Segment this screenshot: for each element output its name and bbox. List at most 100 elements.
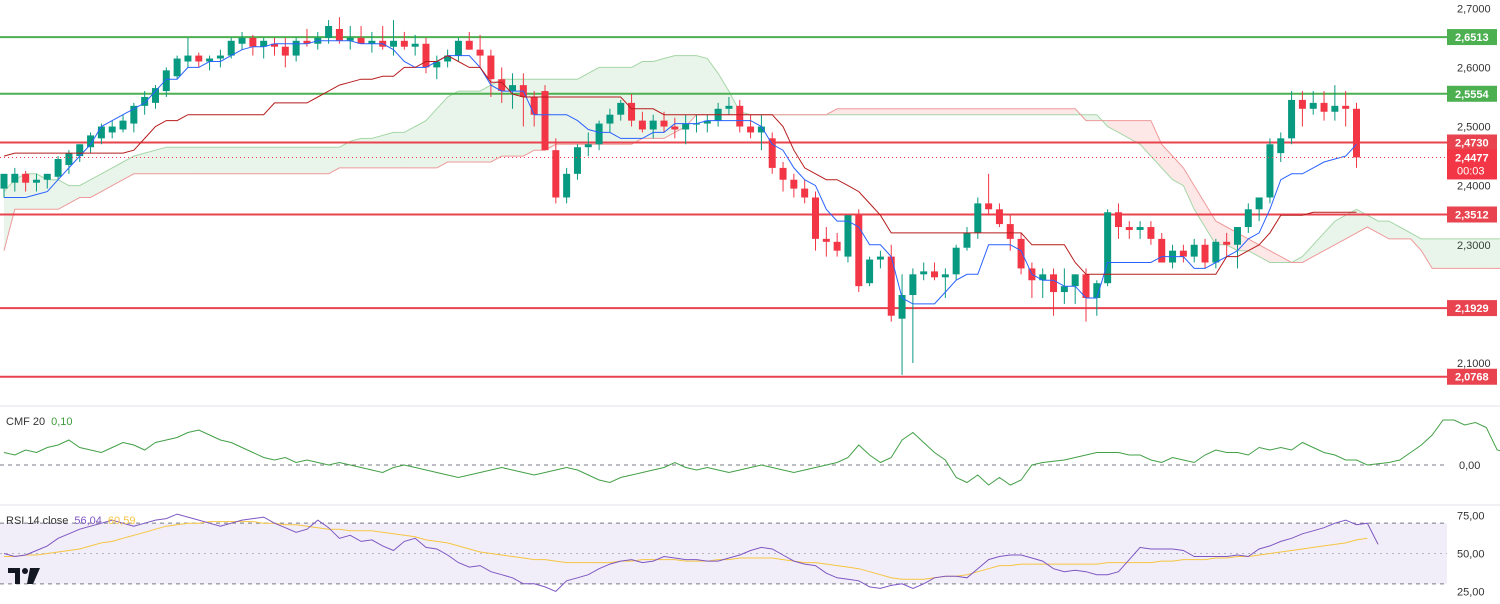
candle-body (1266, 144, 1274, 198)
cloud-segment (1042, 108, 1054, 115)
candle-body (1233, 227, 1241, 245)
cloud-segment (274, 147, 286, 174)
level-price-label: 2,5554 (1455, 89, 1490, 101)
candle-body (649, 120, 657, 130)
cloud-segment (90, 173, 102, 198)
cloud-segment (1107, 120, 1119, 133)
rsi-tick-label: 75,00 (1457, 511, 1485, 523)
candle-body (303, 40, 311, 44)
cloud-segment (912, 108, 924, 115)
cloud-segment (988, 108, 1000, 115)
candle-body (1125, 227, 1133, 230)
level-price-label: 2,4730 (1455, 137, 1489, 149)
candle-body (87, 135, 95, 148)
candle-body (617, 102, 625, 115)
cloud-segment (1464, 238, 1476, 269)
cloud-segment (469, 91, 481, 162)
cloud-segment (1410, 232, 1422, 251)
cloud-segment (263, 147, 275, 174)
cloud-segment (609, 67, 621, 145)
cloud-segment (1324, 221, 1335, 251)
kijun-sen-line (3, 55, 1357, 275)
cloud-segment (490, 79, 502, 162)
candle-body (368, 40, 376, 44)
level-price-badge (1447, 368, 1497, 385)
candle-body (1082, 274, 1090, 298)
cloud-segment (209, 147, 221, 174)
candle-body (130, 105, 138, 124)
candle-body (227, 40, 235, 56)
cloud-segment (1215, 221, 1227, 245)
cloud-segment (1399, 227, 1411, 239)
candle-body (1179, 250, 1187, 257)
cloud-segment (696, 55, 708, 115)
cloud-segment (577, 73, 589, 145)
cloud-segment (393, 132, 405, 168)
cloud-segment (296, 147, 307, 174)
cloud-segment (653, 58, 665, 139)
candle-body (1309, 102, 1317, 109)
cloud-segment (956, 108, 967, 115)
cloud-segment (220, 147, 232, 174)
cloud-segment (58, 179, 69, 210)
candle-body (1277, 138, 1285, 154)
cmf-zero-label: 0,00 (1459, 460, 1480, 472)
candle-body (1136, 227, 1144, 230)
candle-body (909, 274, 917, 296)
cloud-segment (350, 138, 362, 168)
candle-body (1060, 286, 1068, 293)
rsi-value: 56,04 (74, 515, 102, 527)
candle-body (541, 91, 549, 151)
candle-body (573, 147, 581, 174)
cloud-segment (436, 96, 448, 168)
candle-body (65, 153, 73, 165)
cloud-segment (382, 132, 394, 168)
candle-body (941, 274, 949, 278)
cloud-segment (101, 167, 113, 192)
candle-body (779, 167, 787, 180)
cloud-segment (133, 153, 145, 174)
cloud-segment (252, 147, 264, 174)
candle-body (400, 40, 408, 47)
candle-body (411, 43, 419, 47)
candle-body (97, 126, 105, 139)
cmf-legend: CMF 20 0,10 (6, 416, 79, 428)
candle-body (530, 96, 538, 115)
candle-body (422, 43, 430, 68)
candle-body (357, 37, 365, 44)
cloud-segment (285, 147, 297, 174)
cloud-segment (1172, 156, 1184, 186)
cloud-segment (934, 108, 946, 115)
candle-body (584, 144, 592, 148)
candle-body (747, 126, 755, 133)
candle-body (292, 40, 300, 56)
candle-body (833, 241, 841, 251)
cloud-segment (112, 162, 124, 186)
cloud-segment (858, 108, 870, 115)
cloud-segment (242, 147, 253, 174)
rsi-ma-line (4, 521, 1368, 580)
candle-body (141, 96, 149, 106)
cloud-segment (198, 147, 210, 174)
cloud-segment (1367, 215, 1379, 233)
candle-body (671, 126, 679, 130)
candle-body (1320, 102, 1328, 112)
candle-body (465, 40, 473, 50)
candle-body (822, 238, 830, 242)
cloud-segment (1031, 108, 1043, 115)
cloud-segment (1129, 120, 1141, 145)
candle-body (119, 120, 127, 130)
candle-body (184, 55, 192, 62)
cloud-segment (555, 79, 567, 145)
candle-body (1104, 212, 1112, 284)
candle-body (249, 37, 257, 47)
cloud-segment (1183, 167, 1195, 210)
cloud-segment (501, 79, 513, 157)
cloud-segment (869, 108, 881, 115)
candle-body (1071, 274, 1079, 287)
price-tick-label: 2,6000 (1457, 62, 1491, 74)
cloud-segment (1497, 238, 1500, 269)
rsi-tick-label: 50,00 (1457, 549, 1485, 561)
cloud-segment (1378, 221, 1389, 239)
cloud-segment (306, 147, 318, 174)
